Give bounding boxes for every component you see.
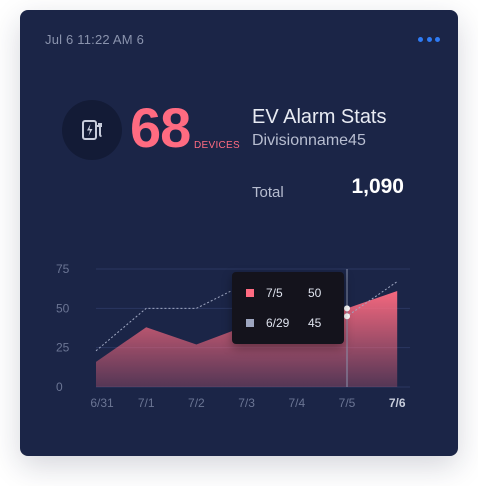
tooltip-date: 6/29 xyxy=(266,316,290,330)
tooltip-value: 45 xyxy=(308,316,322,330)
y-tick-label: 25 xyxy=(56,341,70,355)
device-count: 68 xyxy=(130,96,191,159)
ev-charger-icon xyxy=(82,120,102,140)
x-tick-label: 7/4 xyxy=(288,396,305,410)
alarm-area-chart[interactable]: 0 25 50 75 6/31 7/1 7/2 7/3 7/4 7/5 7/6 xyxy=(20,10,458,456)
timestamp: Jul 6 11:22 AM 6 xyxy=(45,32,145,47)
x-tick-label: 7/1 xyxy=(138,396,155,410)
more-options-icon[interactable] xyxy=(418,31,440,47)
tooltip-row-secondary: 6/29 45 xyxy=(246,316,321,330)
x-tick-label: 7/6 xyxy=(389,396,406,410)
x-tick-label: 7/3 xyxy=(238,396,255,410)
chart-tooltip xyxy=(232,272,344,344)
tooltip-row-primary: 7/5 50 xyxy=(246,286,321,300)
y-tick-label: 75 xyxy=(56,262,70,276)
tooltip-value: 50 xyxy=(308,286,322,300)
series-swatch-secondary xyxy=(246,319,254,327)
series-swatch-primary xyxy=(246,289,254,297)
device-count-unit: DEVICES xyxy=(194,140,241,151)
stats-title: EV Alarm Stats xyxy=(252,106,387,128)
x-tick-label: 6/31 xyxy=(90,396,114,410)
total-label: Total xyxy=(252,184,284,201)
hover-point-secondary xyxy=(344,313,350,320)
x-tick-label: 7/2 xyxy=(188,396,205,410)
hover-point-primary xyxy=(344,305,350,312)
tooltip-date: 7/5 xyxy=(266,286,283,300)
device-icon-container xyxy=(62,100,122,160)
ev-alarm-stats-card: Jul 6 11:22 AM 6 68 DEVICES EV Alarm Sta… xyxy=(20,10,458,456)
y-tick-label: 50 xyxy=(56,301,70,315)
y-tick-label: 0 xyxy=(56,380,63,394)
division-name: Divisionname45 xyxy=(252,132,366,149)
x-tick-label: 7/5 xyxy=(339,396,356,410)
total-value: 1,090 xyxy=(351,175,404,198)
